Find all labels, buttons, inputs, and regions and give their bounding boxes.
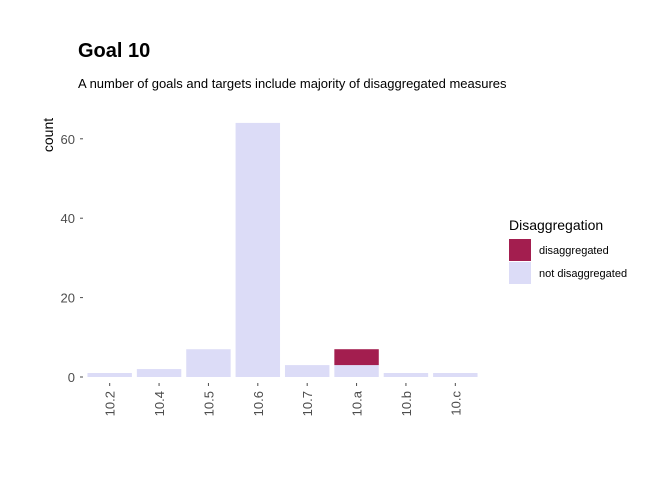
y-axis-title: count: [40, 118, 56, 152]
x-tick-label: 10.2: [103, 391, 118, 416]
legend-title: Disaggregation: [509, 217, 603, 233]
bar-10-c-not-disaggregated: [433, 373, 478, 377]
legend-swatch-not-disaggregated: [509, 262, 531, 284]
x-tick-label: 10.c: [448, 391, 463, 416]
x-tick-label: 10.a: [350, 390, 365, 416]
bar-10-b-not-disaggregated: [383, 373, 429, 377]
y-tick-label: 20: [61, 291, 75, 306]
x-tick-label: 10.5: [201, 391, 216, 416]
y-tick-label: 60: [61, 132, 75, 147]
x-tick-label: 10.b: [399, 391, 414, 416]
x-tick-label: 10.7: [300, 391, 315, 416]
bar-10-6-not-disaggregated: [235, 122, 281, 377]
x-tick-label: 10.4: [152, 391, 167, 416]
legend-swatch-disaggregated: [509, 239, 531, 261]
legend-label-disaggregated: disaggregated: [539, 245, 609, 257]
bar-10-a-not-disaggregated: [334, 365, 379, 377]
bar-10-7-not-disaggregated: [284, 365, 330, 377]
bar-10-2-not-disaggregated: [87, 373, 132, 377]
plot-area: 0 20 40 60 10.2 10.4 10.5 10.6 10.7 10.a 10.b 10.c: [61, 122, 478, 416]
legend-label-not-disaggregated: not disaggregated: [539, 268, 627, 280]
chart-subtitle: A number of goals and targets include ma…: [78, 76, 507, 91]
bar-10-5-not-disaggregated: [186, 349, 231, 377]
y-tick-label: 40: [61, 211, 75, 226]
bar-10-a-disaggregated: [334, 349, 379, 366]
y-tick-label: 0: [68, 370, 75, 385]
chart-title: Goal 10: [78, 40, 150, 62]
x-tick-label: 10.6: [251, 391, 266, 416]
bar-10-4-not-disaggregated: [136, 369, 182, 377]
legend: Disaggregation disaggregated not disaggr…: [509, 217, 627, 284]
